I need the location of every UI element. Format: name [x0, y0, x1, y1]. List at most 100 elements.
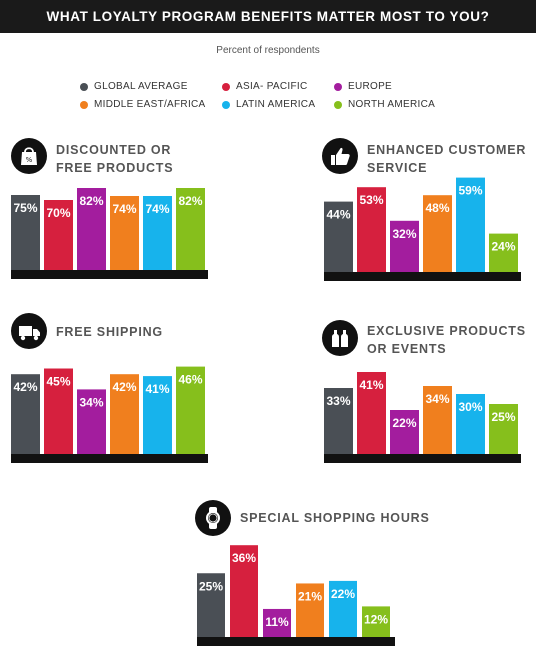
bar-north-america [489, 233, 518, 272]
bar-middle-east-africa [296, 583, 324, 637]
bar-latin-america [456, 177, 485, 272]
panel-title-discounted: DISCOUNTED OR FREE PRODUCTS [56, 141, 173, 177]
legend-label: MIDDLE EAST/AFRICA [94, 99, 206, 110]
bar-asia-pacific [357, 372, 386, 454]
panel-title-line: FREE PRODUCTS [56, 161, 174, 175]
chart-special-shopping-hours: 25% 36% 11% 21% 22% 12% [197, 545, 395, 646]
bar-europe [390, 410, 419, 454]
chart-subtitle: Percent of respondents [216, 45, 320, 56]
legend-item-latin-america: LATIN AMERICA [222, 99, 315, 110]
bar-middle-east-africa [110, 374, 139, 454]
legend-item-global-average: GLOBAL AVERAGE [80, 81, 188, 92]
page-header: WHAT LOYALTY PROGRAM BENEFITS MATTER MOS… [0, 0, 536, 33]
bar-value-label: 22% [392, 416, 416, 430]
bar-value-label: 33% [326, 394, 350, 408]
panel-title-free-shipping: FREE SHIPPING [56, 323, 163, 341]
legend-label: ASIA- PACIFIC [236, 81, 308, 92]
bar-asia-pacific [44, 368, 73, 454]
panel-title-line: EXCLUSIVE PRODUCTS [367, 324, 526, 338]
panel-title-line: SPECIAL SHOPPING HOURS [240, 511, 430, 525]
bar-asia-pacific [230, 545, 258, 637]
bar-value-label: 25% [199, 579, 223, 593]
bar-value-label: 42% [112, 380, 136, 394]
legend-swatch-asia-pacific [222, 82, 230, 91]
bar-value-label: 36% [232, 551, 256, 565]
bar-value-label: 25% [491, 410, 515, 424]
bar-value-label: 21% [298, 589, 322, 603]
legend-item-asia-pacific: ASIA- PACIFIC [222, 81, 308, 92]
panel-title-customer-service: ENHANCED CUSTOMER SERVICE [367, 141, 526, 177]
chart-exclusive-products-or-events: 33% 41% 22% 34% 30% 25% [324, 372, 521, 463]
bar-value-label: 45% [46, 375, 70, 389]
bar-value-label: 11% [265, 615, 289, 629]
legend-swatch-north-america [334, 100, 342, 109]
bar-value-label: 24% [491, 240, 515, 254]
bar-global-average [324, 201, 353, 272]
panel-title-line: OR EVENTS [367, 342, 447, 356]
legend-swatch-middle-east-africa [80, 100, 88, 109]
bar-middle-east-africa [423, 195, 452, 272]
bar-north-america [362, 606, 390, 637]
bar-value-label: 34% [79, 395, 103, 409]
bar-global-average [197, 573, 225, 637]
chart-baseline [197, 637, 395, 646]
bar-europe [77, 389, 106, 454]
bar-value-label: 30% [458, 400, 482, 414]
shopping-bag-icon: % [11, 138, 47, 174]
bar-value-label: 42% [13, 380, 37, 394]
bar-value-label: 22% [331, 587, 355, 601]
legend-item-north-america: NORTH AMERICA [334, 99, 435, 110]
legend-swatch-europe [334, 82, 342, 91]
chart-enhanced-customer-service: 44% 53% 32% 48% 59% 24% [324, 177, 521, 281]
bar-value-label: 70% [46, 206, 70, 220]
bar-middle-east-africa [110, 196, 139, 270]
legend-label: EUROPE [348, 81, 393, 92]
bar-value-label: 34% [425, 392, 449, 406]
bar-value-label: 75% [13, 201, 37, 215]
bar-global-average [11, 374, 40, 454]
bar-europe [263, 608, 291, 637]
legend-label: GLOBAL AVERAGE [94, 81, 188, 92]
bar-value-label: 12% [364, 612, 388, 626]
bar-north-america [176, 188, 205, 270]
bar-value-label: 41% [359, 378, 383, 392]
legend-label: NORTH AMERICA [348, 99, 436, 110]
bar-value-label: 46% [178, 373, 202, 387]
bar-europe [77, 188, 106, 270]
bar-value-label: 48% [425, 201, 449, 215]
bar-north-america [176, 366, 205, 454]
panel-title-shopping-hours: SPECIAL SHOPPING HOURS [240, 509, 430, 527]
chart-baseline [324, 454, 521, 463]
bar-latin-america [456, 394, 485, 454]
chart-discounted-or-free-products: 75% 70% 82% 74% 74% 82% [11, 188, 208, 279]
legend-swatch-latin-america [222, 100, 230, 109]
watch-icon [195, 500, 231, 536]
bottles-icon [322, 320, 358, 356]
panel-title-line: DISCOUNTED OR [56, 143, 172, 157]
bar-latin-america [143, 376, 172, 454]
bar-value-label: 74% [145, 202, 169, 216]
bar-latin-america [329, 580, 357, 637]
bar-value-label: 32% [392, 227, 416, 241]
chart-free-shipping: 42% 45% 34% 42% 41% 46% [11, 366, 208, 463]
legend-item-europe: EUROPE [334, 81, 392, 92]
chart-baseline [11, 270, 208, 279]
bar-middle-east-africa [423, 386, 452, 454]
bar-asia-pacific [44, 200, 73, 270]
bar-north-america [489, 404, 518, 454]
thumbs-up-icon [322, 138, 358, 174]
legend-item-middle-east-africa: MIDDLE EAST/AFRICA [80, 99, 206, 110]
legend-label: LATIN AMERICA [236, 99, 316, 110]
bar-value-label: 53% [359, 193, 383, 207]
panel-title-line: FREE SHIPPING [56, 325, 163, 339]
delivery-truck-icon [11, 313, 47, 349]
panel-title-line: ENHANCED CUSTOMER [367, 143, 527, 157]
panel-title-line: SERVICE [367, 161, 428, 175]
bar-value-label: 82% [178, 194, 202, 208]
bar-global-average [11, 195, 40, 270]
panel-title-exclusive: EXCLUSIVE PRODUCTS OR EVENTS [367, 322, 526, 358]
bar-value-label: 82% [79, 194, 103, 208]
bar-global-average [324, 388, 353, 454]
svg-text:%: % [26, 156, 33, 164]
